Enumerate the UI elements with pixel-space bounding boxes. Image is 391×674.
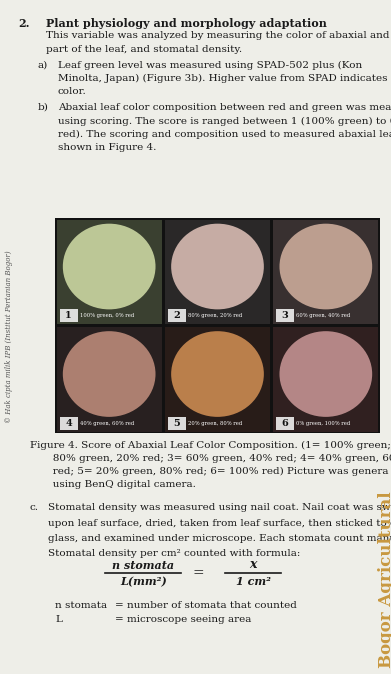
Ellipse shape: [63, 224, 156, 309]
Text: Abaxial leaf color composition between red and green was measu: Abaxial leaf color composition between r…: [58, 103, 391, 112]
Text: shown in Figure 4.: shown in Figure 4.: [58, 144, 156, 152]
Text: L: L: [55, 615, 62, 623]
Text: Plant physiology and morphology adaptation: Plant physiology and morphology adaptati…: [46, 18, 327, 29]
Bar: [165, 327, 270, 431]
Text: 80% green, 20% red: 80% green, 20% red: [188, 313, 242, 318]
Text: n stomata: n stomata: [55, 601, 107, 610]
Bar: [59, 309, 77, 322]
Text: 60% green, 40% red: 60% green, 40% red: [296, 313, 350, 318]
Text: c.: c.: [30, 503, 39, 512]
Text: glass, and examined under microscope. Each stomata count manual: glass, and examined under microscope. Ea…: [48, 534, 391, 543]
Text: Bogor Agricultural: Bogor Agricultural: [378, 491, 391, 668]
Text: 1: 1: [65, 311, 72, 320]
Text: = number of stomata that counted: = number of stomata that counted: [115, 601, 297, 610]
Text: a): a): [38, 61, 48, 69]
Text: 1 cm²: 1 cm²: [236, 576, 271, 587]
Bar: [57, 220, 162, 324]
Text: 40% green, 60% red: 40% green, 60% red: [79, 421, 134, 425]
Ellipse shape: [171, 331, 264, 417]
Text: 20% green, 80% red: 20% green, 80% red: [188, 421, 242, 425]
Bar: [55, 218, 380, 433]
Ellipse shape: [280, 331, 372, 417]
Text: 100% green, 0% red: 100% green, 0% red: [79, 313, 134, 318]
Text: red; 5= 20% green, 80% red; 6= 100% red) Picture was genera: red; 5= 20% green, 80% red; 6= 100% red)…: [30, 467, 389, 476]
Text: 80% green, 20% red; 3= 60% green, 40% red; 4= 40% green, 60%: 80% green, 20% red; 3= 60% green, 40% re…: [30, 454, 391, 463]
Ellipse shape: [280, 224, 372, 309]
Text: =: =: [192, 566, 204, 580]
Text: Leaf green level was measured using SPAD-502 plus (Kon: Leaf green level was measured using SPAD…: [58, 61, 362, 69]
Text: © Hak cipta milik IPB (Institut Pertanian Bogor): © Hak cipta milik IPB (Institut Pertania…: [5, 251, 13, 423]
Text: 6: 6: [282, 419, 289, 427]
Text: 0% green, 100% red: 0% green, 100% red: [296, 421, 350, 425]
Bar: [273, 220, 378, 324]
Bar: [276, 309, 294, 322]
Ellipse shape: [63, 331, 156, 417]
Text: using scoring. The score is ranged between 1 (100% green) to 6 (10: using scoring. The score is ranged betwe…: [58, 117, 391, 125]
Text: 4: 4: [65, 419, 72, 427]
Text: n stomata: n stomata: [112, 560, 174, 571]
Bar: [165, 220, 270, 324]
Text: This variable was analyzed by measuring the color of abaxial and adax: This variable was analyzed by measuring …: [46, 32, 391, 40]
Text: upon leaf surface, dried, taken from leaf surface, then sticked to obj: upon leaf surface, dried, taken from lea…: [48, 518, 391, 528]
Ellipse shape: [171, 224, 264, 309]
Bar: [168, 417, 186, 429]
Text: 2.: 2.: [18, 18, 29, 29]
Text: x: x: [249, 558, 257, 571]
Text: Stomatal density was measured using nail coat. Nail coat was swip: Stomatal density was measured using nail…: [48, 503, 391, 512]
Text: Figure 4. Score of Abaxial Leaf Color Composition. (1= 100% green; 2=: Figure 4. Score of Abaxial Leaf Color Co…: [30, 441, 391, 450]
Text: using BenQ digital camera.: using BenQ digital camera.: [30, 480, 196, 489]
Text: 5: 5: [174, 419, 180, 427]
Text: b): b): [38, 103, 49, 112]
Bar: [276, 417, 294, 429]
Text: red). The scoring and composition used to measured abaxial leaf co: red). The scoring and composition used t…: [58, 130, 391, 139]
Text: 3: 3: [282, 311, 289, 320]
Bar: [273, 327, 378, 431]
Text: Stomatal density per cm² counted with formula:: Stomatal density per cm² counted with fo…: [48, 549, 300, 559]
Text: Minolta, Japan) (Figure 3b). Higher value from SPAD indicates gree: Minolta, Japan) (Figure 3b). Higher valu…: [58, 74, 391, 83]
Text: part of the leaf, and stomatal density.: part of the leaf, and stomatal density.: [46, 45, 242, 54]
Bar: [57, 327, 162, 431]
Bar: [59, 417, 77, 429]
Text: color.: color.: [58, 88, 87, 96]
Text: = microscope seeing area: = microscope seeing area: [115, 615, 251, 623]
Text: 2: 2: [174, 311, 180, 320]
Bar: [168, 309, 186, 322]
Text: L(mm²): L(mm²): [120, 576, 167, 587]
